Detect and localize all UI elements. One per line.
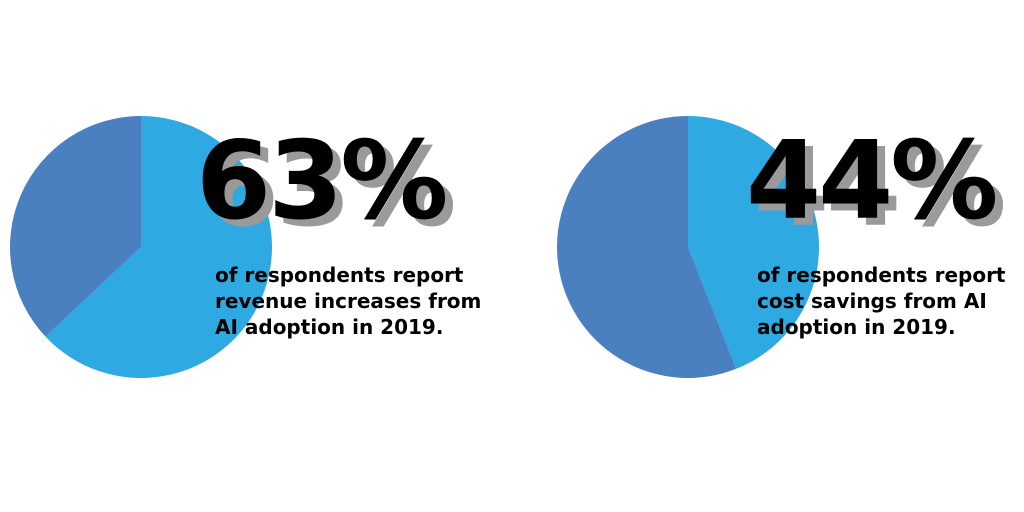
revenue-caption-line-3: AI adoption in 2019. (215, 315, 444, 339)
cost-savings-pie-slice-1 (688, 116, 819, 369)
cost-savings-pie-slices (557, 116, 819, 378)
revenue-panel: 63% of respondents report revenue increa… (10, 115, 505, 378)
revenue-pie-chart (10, 115, 272, 378)
cost-savings-percent-label: 44% (746, 119, 999, 244)
revenue-percent-label: 63% (196, 119, 449, 244)
cost-savings-caption-line-1: of respondents report (757, 263, 1006, 287)
cost-savings-caption: of respondents report cost savings from … (757, 262, 1022, 340)
revenue-caption-line-2: revenue increases from (215, 289, 482, 313)
cost-savings-pie-chart (557, 116, 819, 378)
cost-savings-pie-slice-2 (557, 116, 737, 378)
revenue-pie-slice-2 (10, 115, 142, 337)
cost-savings-panel: 44% of respondents report cost savings f… (512, 0, 1024, 512)
revenue-pie-slices (10, 115, 272, 378)
revenue-caption: of respondents report revenue increases … (215, 262, 505, 340)
cost-savings-caption-line-2: cost savings from AI (757, 289, 987, 313)
cost-savings-caption-line-3: adoption in 2019. (757, 315, 956, 339)
revenue-caption-line-1: of respondents report (215, 263, 464, 287)
revenue-pie-slice-1 (45, 116, 272, 378)
